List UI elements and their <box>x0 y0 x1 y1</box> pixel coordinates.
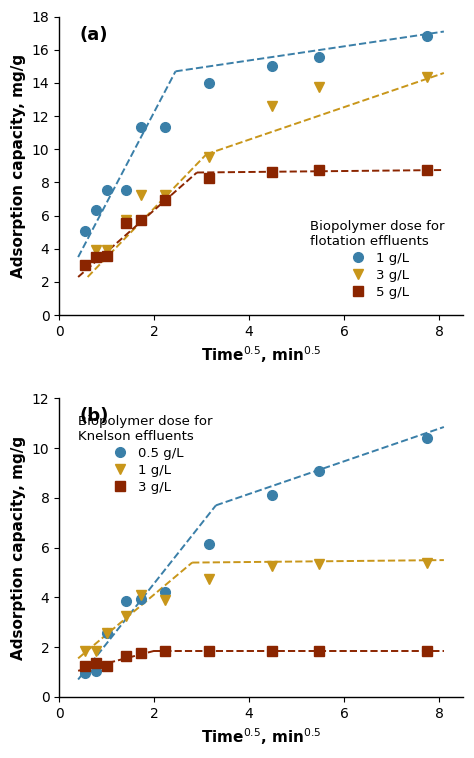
0.5 g/L <box>104 629 109 638</box>
1 g/L <box>104 186 109 195</box>
3 g/L <box>138 649 144 658</box>
Y-axis label: Adsorption capacity, mg/g: Adsorption capacity, mg/g <box>11 436 26 659</box>
1 g/L <box>424 31 430 40</box>
0.5 g/L <box>138 594 144 603</box>
3 g/L <box>138 190 144 199</box>
1 g/L <box>269 562 274 571</box>
5 g/L <box>269 167 274 176</box>
Line: 3 g/L: 3 g/L <box>80 646 432 671</box>
1 g/L <box>163 122 168 131</box>
1 g/L <box>123 612 129 621</box>
1 g/L <box>269 61 274 70</box>
Text: (a): (a) <box>79 26 108 43</box>
5 g/L <box>93 252 99 262</box>
5 g/L <box>317 165 322 174</box>
Line: 1 g/L: 1 g/L <box>80 31 432 236</box>
X-axis label: Time$^{0.5}$, min$^{0.5}$: Time$^{0.5}$, min$^{0.5}$ <box>201 344 321 365</box>
3 g/L <box>123 215 129 224</box>
1 g/L <box>317 53 322 62</box>
5 g/L <box>163 196 168 205</box>
1 g/L <box>424 558 430 567</box>
3 g/L <box>269 102 274 111</box>
Line: 5 g/L: 5 g/L <box>80 165 432 269</box>
3 g/L <box>163 190 168 199</box>
3 g/L <box>93 245 99 254</box>
3 g/L <box>269 647 274 656</box>
1 g/L <box>104 629 109 638</box>
1 g/L <box>163 595 168 604</box>
Line: 3 g/L: 3 g/L <box>91 72 432 255</box>
Line: 1 g/L: 1 g/L <box>80 558 432 656</box>
3 g/L <box>207 647 212 656</box>
0.5 g/L <box>269 491 274 500</box>
3 g/L <box>82 661 88 670</box>
0.5 g/L <box>317 466 322 475</box>
5 g/L <box>82 260 88 269</box>
Y-axis label: Adsorption capacity, mg/g: Adsorption capacity, mg/g <box>11 54 26 278</box>
3 g/L <box>317 647 322 656</box>
5 g/L <box>424 165 430 174</box>
1 g/L <box>93 205 99 215</box>
0.5 g/L <box>82 669 88 678</box>
Legend: 0.5 g/L, 1 g/L, 3 g/L: 0.5 g/L, 1 g/L, 3 g/L <box>74 411 216 498</box>
1 g/L <box>317 559 322 568</box>
Text: (b): (b) <box>79 407 109 425</box>
1 g/L <box>207 78 212 87</box>
1 g/L <box>207 575 212 584</box>
0.5 g/L <box>93 666 99 675</box>
1 g/L <box>123 186 129 195</box>
3 g/L <box>163 647 168 656</box>
0.5 g/L <box>207 540 212 549</box>
3 g/L <box>104 661 109 670</box>
3 g/L <box>424 73 430 82</box>
1 g/L <box>138 122 144 131</box>
5 g/L <box>138 215 144 224</box>
3 g/L <box>424 647 430 656</box>
5 g/L <box>104 252 109 261</box>
Legend: 1 g/L, 3 g/L, 5 g/L: 1 g/L, 3 g/L, 5 g/L <box>306 216 448 302</box>
3 g/L <box>104 245 109 254</box>
0.5 g/L <box>424 434 430 443</box>
0.5 g/L <box>163 588 168 597</box>
1 g/L <box>82 227 88 236</box>
0.5 g/L <box>123 597 129 606</box>
Line: 0.5 g/L: 0.5 g/L <box>80 434 432 678</box>
3 g/L <box>93 659 99 668</box>
3 g/L <box>317 83 322 92</box>
1 g/L <box>138 590 144 600</box>
5 g/L <box>207 174 212 183</box>
1 g/L <box>82 647 88 656</box>
X-axis label: Time$^{0.5}$, min$^{0.5}$: Time$^{0.5}$, min$^{0.5}$ <box>201 726 321 747</box>
5 g/L <box>123 218 129 227</box>
1 g/L <box>93 647 99 656</box>
3 g/L <box>123 651 129 660</box>
3 g/L <box>207 152 212 161</box>
